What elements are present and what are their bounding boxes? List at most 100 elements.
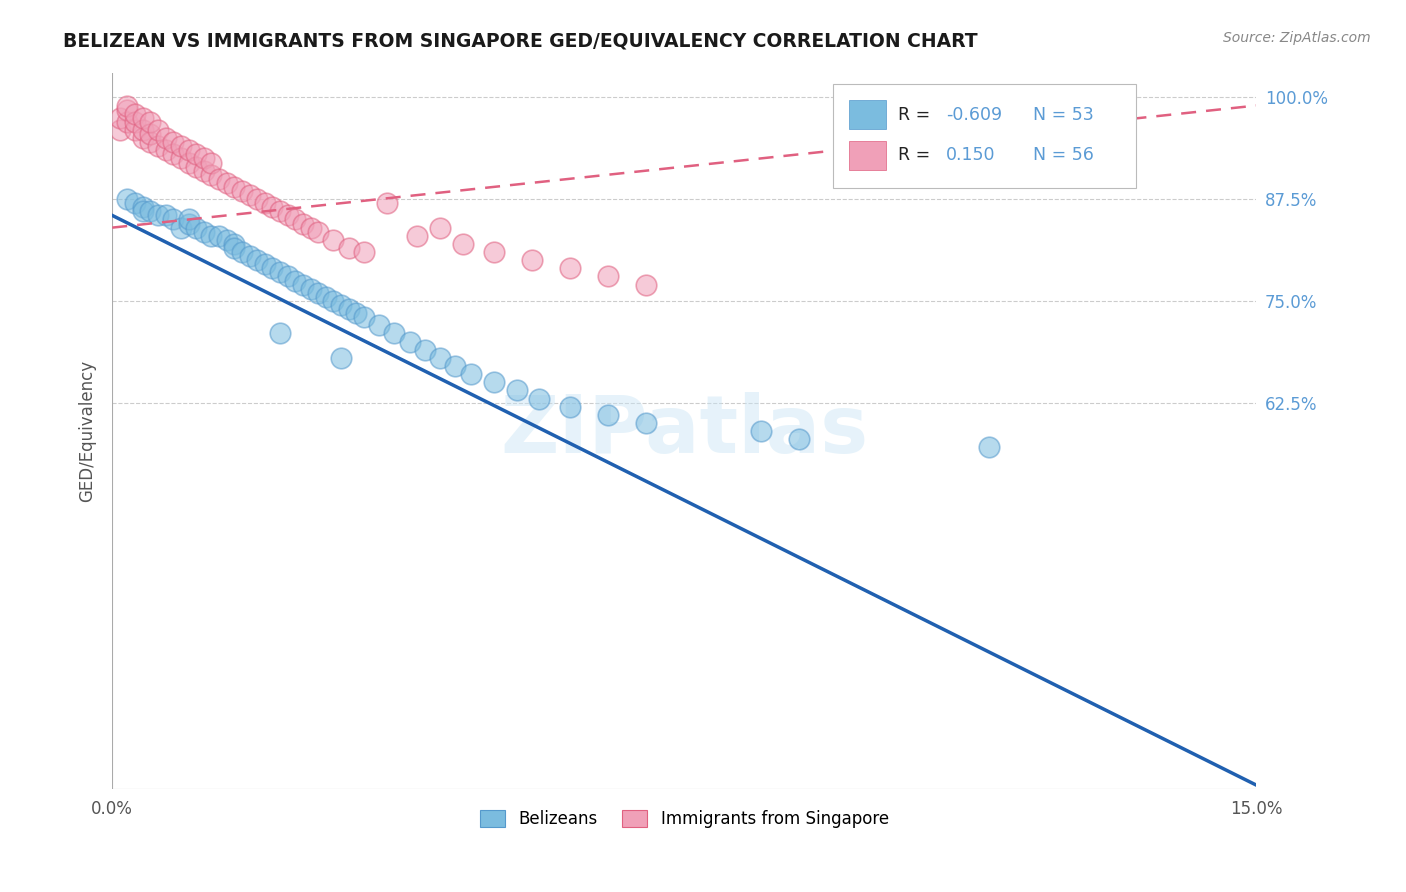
- Point: [451, 236, 474, 251]
- Point: [429, 220, 451, 235]
- Point: [384, 326, 406, 341]
- Point: [124, 196, 146, 211]
- Point: [132, 131, 155, 145]
- Point: [299, 282, 322, 296]
- Point: [330, 351, 353, 365]
- Point: [284, 212, 307, 227]
- Legend: Belizeans, Immigrants from Singapore: Belizeans, Immigrants from Singapore: [474, 803, 896, 835]
- Point: [368, 318, 391, 333]
- Point: [749, 424, 772, 438]
- Text: ZIPatlas: ZIPatlas: [501, 392, 869, 470]
- Point: [186, 147, 208, 161]
- Point: [253, 257, 276, 271]
- Point: [520, 253, 543, 268]
- Point: [246, 253, 269, 268]
- Point: [231, 184, 253, 198]
- Text: BELIZEAN VS IMMIGRANTS FROM SINGAPORE GED/EQUIVALENCY CORRELATION CHART: BELIZEAN VS IMMIGRANTS FROM SINGAPORE GE…: [63, 31, 979, 50]
- Point: [186, 160, 208, 174]
- Point: [482, 245, 505, 260]
- Point: [337, 301, 360, 316]
- Point: [322, 233, 344, 247]
- Point: [413, 343, 436, 357]
- Point: [186, 220, 208, 235]
- Point: [139, 204, 162, 219]
- Point: [208, 228, 231, 243]
- Point: [375, 196, 398, 211]
- Point: [291, 277, 314, 292]
- Point: [193, 163, 215, 178]
- Point: [636, 277, 658, 292]
- Point: [162, 135, 184, 149]
- Point: [177, 143, 200, 157]
- Point: [162, 147, 184, 161]
- Point: [117, 98, 139, 112]
- Point: [307, 225, 329, 239]
- Point: [529, 392, 551, 406]
- Point: [238, 249, 260, 263]
- Point: [262, 261, 284, 276]
- Point: [146, 123, 169, 137]
- Text: 0.150: 0.150: [946, 146, 995, 164]
- Point: [200, 228, 222, 243]
- Point: [162, 212, 184, 227]
- Text: N = 56: N = 56: [1022, 146, 1094, 164]
- Point: [238, 188, 260, 202]
- Point: [253, 196, 276, 211]
- Point: [146, 139, 169, 153]
- Point: [231, 245, 253, 260]
- Point: [444, 359, 467, 373]
- Point: [108, 111, 131, 125]
- Point: [269, 204, 291, 219]
- Point: [177, 212, 200, 227]
- Point: [246, 192, 269, 206]
- Point: [117, 115, 139, 129]
- Point: [315, 290, 337, 304]
- Point: [132, 200, 155, 214]
- Point: [139, 127, 162, 141]
- Point: [124, 115, 146, 129]
- Point: [177, 217, 200, 231]
- Point: [208, 171, 231, 186]
- Point: [132, 204, 155, 219]
- Point: [307, 285, 329, 300]
- Point: [200, 155, 222, 169]
- Point: [398, 334, 420, 349]
- Point: [139, 135, 162, 149]
- Point: [277, 269, 299, 284]
- Point: [269, 326, 291, 341]
- Point: [155, 208, 177, 222]
- Point: [636, 416, 658, 430]
- Point: [132, 123, 155, 137]
- Point: [200, 168, 222, 182]
- Point: [322, 293, 344, 308]
- Point: [558, 261, 581, 276]
- Point: [337, 241, 360, 255]
- Point: [482, 376, 505, 390]
- Y-axis label: GED/Equivalency: GED/Equivalency: [79, 360, 96, 502]
- Point: [406, 228, 429, 243]
- Text: N = 53: N = 53: [1022, 105, 1094, 123]
- Text: R =: R =: [898, 146, 942, 164]
- Point: [124, 123, 146, 137]
- Point: [429, 351, 451, 365]
- Point: [979, 441, 1001, 455]
- Point: [139, 115, 162, 129]
- Point: [177, 155, 200, 169]
- Point: [284, 273, 307, 287]
- Point: [353, 245, 375, 260]
- Point: [330, 298, 353, 312]
- Point: [193, 225, 215, 239]
- Point: [224, 180, 246, 194]
- FancyBboxPatch shape: [849, 100, 886, 128]
- Point: [505, 384, 527, 398]
- FancyBboxPatch shape: [849, 141, 886, 169]
- Point: [344, 306, 367, 320]
- Point: [193, 152, 215, 166]
- Text: -0.609: -0.609: [946, 105, 1002, 123]
- Point: [155, 131, 177, 145]
- Point: [262, 200, 284, 214]
- Point: [224, 241, 246, 255]
- Point: [277, 208, 299, 222]
- FancyBboxPatch shape: [834, 84, 1136, 187]
- Point: [170, 220, 193, 235]
